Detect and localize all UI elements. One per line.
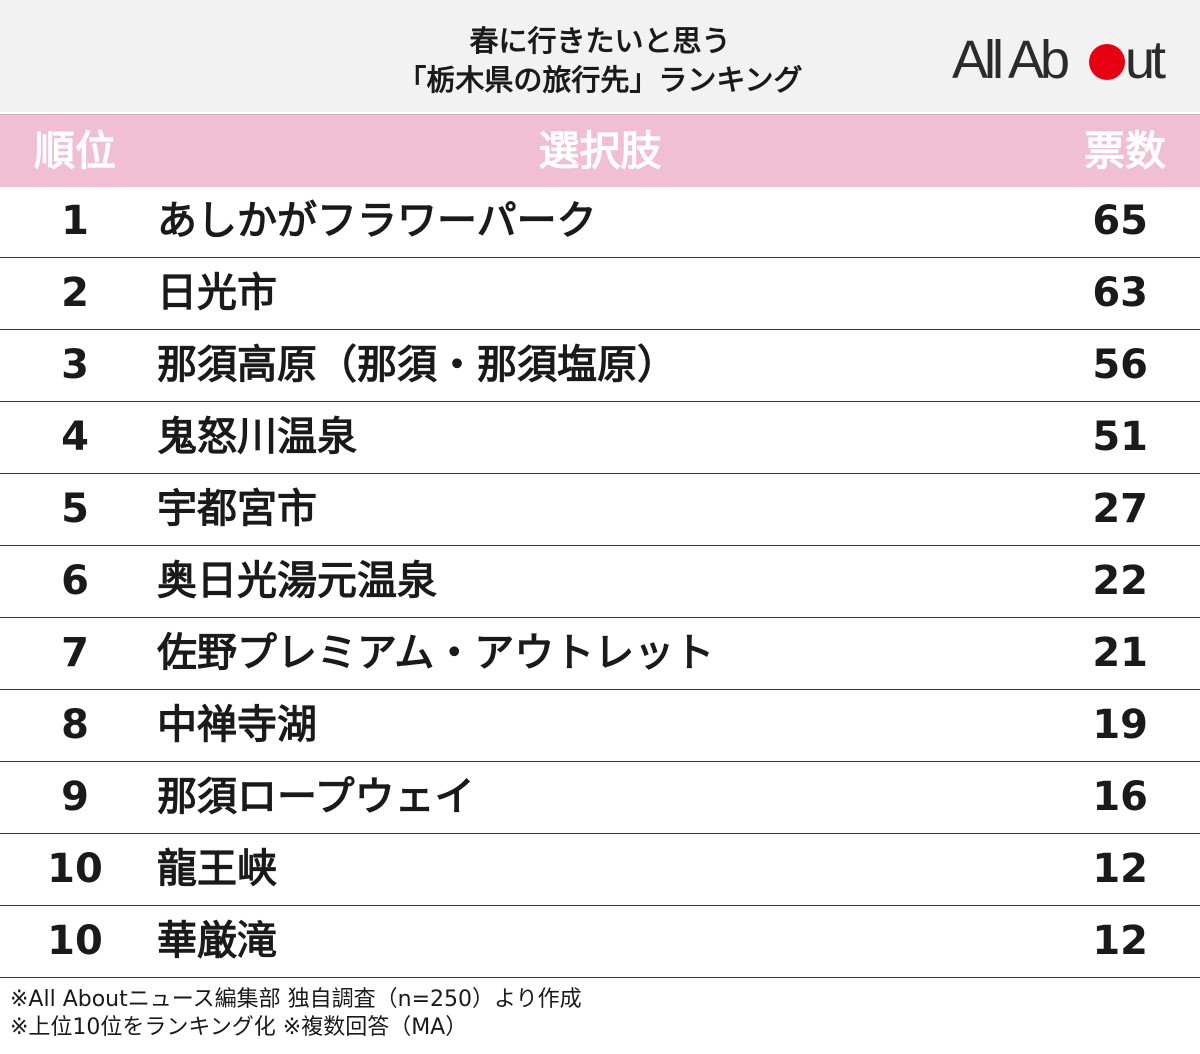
table-row: 4 鬼怒川温泉 51 <box>0 402 1200 474</box>
ranking-table-body: 1 あしかがフラワーパーク 65 2 日光市 63 3 那須高原（那須・那須塩原） 56 4 鬼怒川… <box>0 186 1200 978</box>
rank-cell: 3 <box>61 342 89 388</box>
votes-cell: 12 <box>1092 918 1148 964</box>
rank-cell: 4 <box>61 414 89 460</box>
votes-cell: 51 <box>1092 414 1148 460</box>
votes-cell: 22 <box>1092 558 1148 604</box>
table-row: 9 那須ロープウェイ 16 <box>0 762 1200 834</box>
votes-cell: 63 <box>1092 270 1148 316</box>
logo-text-right: ut <box>1125 30 1166 90</box>
chart-title: 春に行きたいと思う 「栃木県の旅行先」ランキング <box>300 22 900 100</box>
allabout-logo: All Ab ut <box>952 30 1170 90</box>
choice-cell: 日光市 <box>157 270 277 316</box>
column-header-row: 順位 選択肢 票数 <box>0 114 1200 187</box>
footnotes: ※All Aboutニュース編集部 独自調査（n=250）より作成 ※上位10位… <box>10 986 582 1042</box>
rank-cell: 10 <box>47 918 103 964</box>
votes-cell: 16 <box>1092 774 1148 820</box>
choice-cell: 宇都宮市 <box>157 486 317 532</box>
votes-cell: 27 <box>1092 486 1148 532</box>
choice-cell: 華厳滝 <box>157 918 277 964</box>
choice-cell: 佐野プレミアム・アウトレット <box>157 630 715 676</box>
votes-cell: 56 <box>1092 342 1148 388</box>
choice-cell: 鬼怒川温泉 <box>157 414 357 460</box>
table-row: 5 宇都宮市 27 <box>0 474 1200 546</box>
rank-cell: 8 <box>61 702 89 748</box>
choice-cell: 奥日光湯元温泉 <box>157 558 437 604</box>
chart-header: 春に行きたいと思う 「栃木県の旅行先」ランキング All Ab ut <box>0 0 1200 112</box>
rank-cell: 2 <box>61 270 89 316</box>
logo-text-left: All Ab <box>952 30 1068 90</box>
footnote-method: ※上位10位をランキング化 ※複数回答（MA） <box>10 1015 468 1040</box>
choice-cell: 龍王峡 <box>157 846 277 892</box>
votes-cell: 65 <box>1092 198 1148 244</box>
table-row: 1 あしかがフラワーパーク 65 <box>0 186 1200 258</box>
title-line-2: 「栃木県の旅行先」ランキング <box>397 63 803 97</box>
table-row: 2 日光市 63 <box>0 258 1200 330</box>
choice-cell: 那須高原（那須・那須塩原） <box>157 342 677 388</box>
votes-cell: 19 <box>1092 702 1148 748</box>
title-line-1: 春に行きたいと思う <box>469 24 731 58</box>
table-row: 10 華厳滝 12 <box>0 906 1200 978</box>
rank-cell: 7 <box>61 630 89 676</box>
table-row: 6 奥日光湯元温泉 22 <box>0 546 1200 618</box>
rank-cell: 10 <box>47 846 103 892</box>
table-row: 3 那須高原（那須・那須塩原） 56 <box>0 330 1200 402</box>
footnote-source: ※All Aboutニュース編集部 独自調査（n=250）より作成 <box>10 987 582 1012</box>
votes-cell: 12 <box>1092 846 1148 892</box>
rank-cell: 6 <box>61 558 89 604</box>
choice-cell: あしかがフラワーパーク <box>157 198 597 244</box>
rank-cell: 9 <box>61 774 89 820</box>
column-header-choice: 選択肢 <box>538 127 662 175</box>
rank-cell: 1 <box>61 198 89 244</box>
table-row: 7 佐野プレミアム・アウトレット 21 <box>0 618 1200 690</box>
logo-red-dot <box>1089 44 1125 80</box>
votes-cell: 21 <box>1092 630 1148 676</box>
choice-cell: 那須ロープウェイ <box>157 774 475 820</box>
table-row: 10 龍王峡 12 <box>0 834 1200 906</box>
table-row: 8 中禅寺湖 19 <box>0 690 1200 762</box>
rank-cell: 5 <box>61 486 89 532</box>
column-header-votes: 票数 <box>1084 127 1166 175</box>
column-header-rank: 順位 <box>34 127 116 175</box>
choice-cell: 中禅寺湖 <box>157 702 317 748</box>
